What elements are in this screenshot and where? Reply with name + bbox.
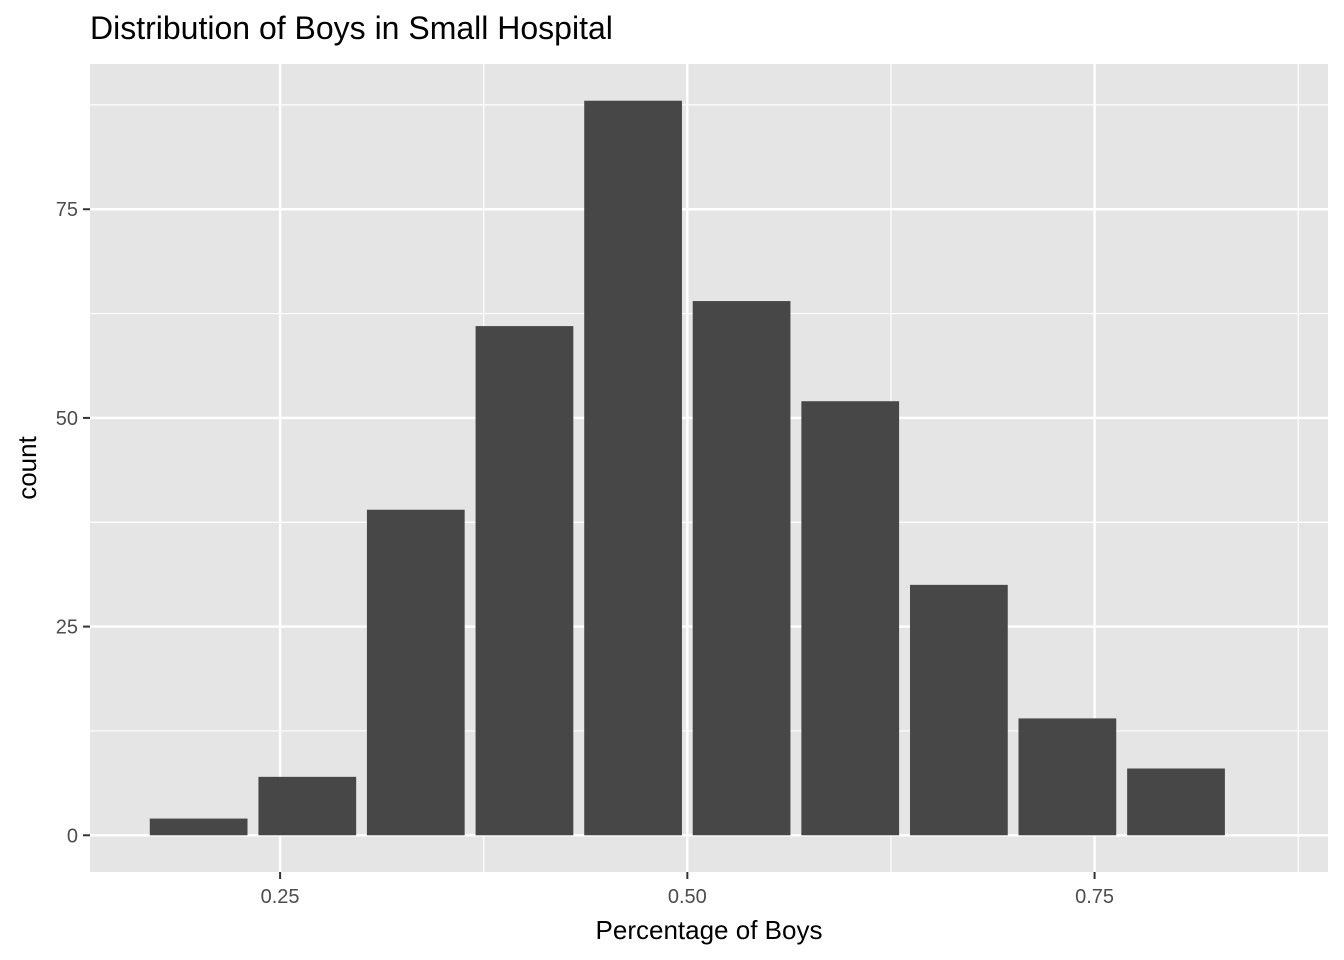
bar-4 (584, 100, 682, 836)
bar-7 (910, 584, 1008, 836)
x-axis-label: Percentage of Boys (596, 915, 823, 945)
bar-8 (1018, 718, 1117, 836)
x-axis: 0.25 0.50 0.75 (261, 872, 1114, 908)
bar-2 (366, 509, 465, 836)
x-tick-label-0: 0.25 (261, 886, 300, 908)
bar-1 (258, 776, 357, 836)
bar-6 (801, 401, 900, 836)
y-tick-label-3: 75 (56, 199, 78, 221)
y-axis-label: count (12, 435, 42, 499)
y-tick-label-1: 25 (56, 617, 78, 639)
bars (149, 100, 1225, 836)
chart-title: Distribution of Boys in Small Hospital (90, 10, 613, 46)
y-tick-label-2: 50 (56, 408, 78, 430)
bar-5 (692, 301, 791, 836)
y-tick-label-0: 0 (67, 825, 78, 847)
x-tick-label-1: 0.50 (668, 886, 707, 908)
bar-3 (475, 326, 574, 836)
bar-9 (1127, 768, 1225, 836)
y-axis: 0 25 50 75 (56, 199, 90, 847)
bar-0 (149, 818, 248, 836)
x-tick-label-2: 0.75 (1075, 886, 1114, 908)
